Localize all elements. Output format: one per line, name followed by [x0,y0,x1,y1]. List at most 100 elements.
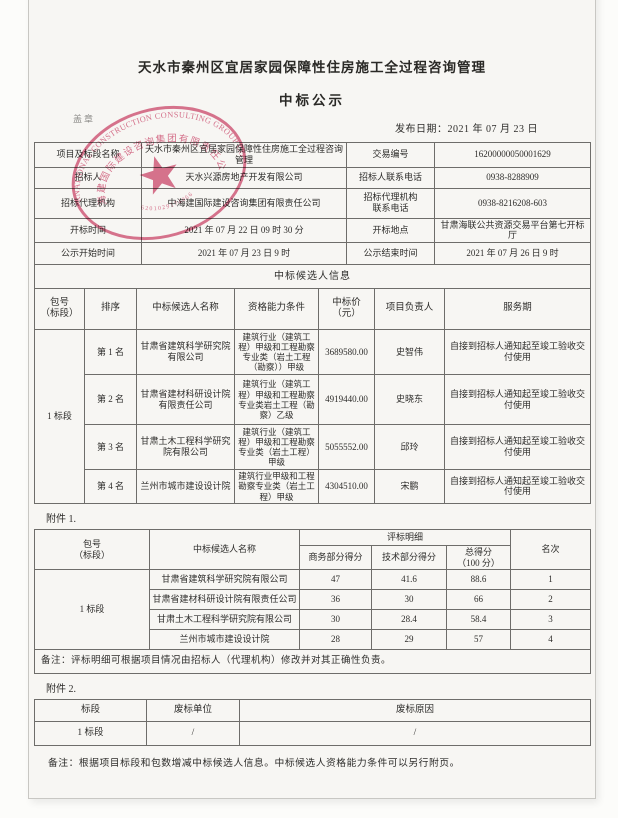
column-header: 中标候选人名称 [136,288,235,331]
manager-cell: 宋鹏 [374,469,445,504]
info-value: 甘肃海联公共资源交易平台第七开标厅 [434,217,591,244]
column-header: 评标明细 [299,528,511,546]
info-label: 招标代理机构 [34,187,142,219]
attachment1-note: 备注：评标明细可根据项目情况由招标人（代理机构）修改并对其正确性负责。 [34,649,591,675]
table-row: 招标人 天水兴源房地产开发有限公司 招标人联系电话 0938-8288909 [34,166,591,189]
package-cell: 1 标段 [34,569,150,651]
rank-cell: 第 3 名 [84,424,137,471]
column-header: 总得分 （100 分） [446,544,511,571]
section-cell: 1 标段 [34,721,147,747]
candidates-table: 中标候选人信息 包号 （标段） 排序 中标候选人名称 资格能力条件 中标价（元）… [33,264,592,504]
service-period-cell: 自接到招标人通知起至竣工验收交付使用 [443,424,592,471]
service-period-cell: 自接到招标人通知起至竣工验收交付使用 [443,374,592,426]
column-header: 包号 （标段） [34,288,85,331]
candidate-row: 第 3 名 甘肃土木工程科学研究院有限公司 建筑行业（建筑工程）甲级和工程勘察专… [35,424,592,471]
price-cell: 3689580.00 [318,329,375,376]
table-row: 开标时间 2021 年 07 月 22 日 09 时 30 分 开标地点 甘肃海… [34,217,591,244]
candidate-name-cell: 甘肃土木工程科学研究院有限公司 [149,609,300,631]
info-value: 2021 年 07 月 23 日 9 时 [141,242,347,266]
column-header: 中标价（元） [318,288,375,331]
service-period-cell: 自接到招标人通知起至竣工验收交付使用 [443,469,592,504]
rejected-reason-cell: / [239,721,591,747]
info-label: 开标时间 [34,217,142,244]
info-value: 0938-8288909 [434,166,591,189]
info-label: 公示开始时间 [34,242,142,266]
table-row: 项目及标段名称 天水市秦州区宜居家园保障性住房施工全过程咨询管理 交易编号 16… [34,142,591,168]
page-title: 天水市秦州区宜居家园保障性住房施工全过程咨询管理 [138,60,486,75]
total-score-cell: 66 [446,589,511,611]
project-info-table: 项目及标段名称 天水市秦州区宜居家园保障性住房施工全过程咨询管理 交易编号 16… [34,142,591,266]
candidate-name-cell: 甘肃土木工程科学研究院有限公司 [136,424,235,471]
score-row: 兰州市城市建设设计院 28 29 57 4 [35,629,591,651]
column-header: 排序 [84,288,137,331]
technical-score-cell: 41.6 [371,569,447,591]
rank-cell: 2 [510,589,591,611]
business-score-cell: 47 [299,569,372,591]
info-label: 交易编号 [346,142,435,168]
section-header-row: 中标候选人信息 [33,264,592,290]
column-header: 中标候选人名称 [149,528,300,571]
page-subtitle: 中标公示 [279,93,345,108]
qualification-cell: 建筑行业（建筑工程）甲级和工程勘察专业类岩土工程（勘察）乙级 [234,374,319,426]
info-value: 2021 年 07 月 22 日 09 时 30 分 [141,217,347,244]
candidate-row: 第 4 名 兰州市城市建设设计院 建筑行业甲级和工程勘察专业类（岩土工程）甲级 … [35,469,592,504]
technical-score-cell: 30 [371,589,447,611]
column-header-row: 标段 废标单位 废标原因 [34,699,591,723]
price-cell: 4304510.00 [318,469,375,504]
info-value: 天水市秦州区宜居家园保障性住房施工全过程咨询管理 [141,142,347,168]
table-row: 公示开始时间 2021 年 07 月 23 日 9 时 公示结束时间 2021 … [34,242,591,266]
manager-cell: 史智伟 [374,329,445,376]
rank-cell: 第 2 名 [84,374,137,426]
attachment2-label: 附件 2. [46,684,76,696]
info-label: 招标人 [34,166,142,189]
score-row: 1 标段 甘肃省建筑科学研究院有限公司 47 41.6 88.6 1 [34,569,591,651]
stamp-placeholder-text: 盖章 [73,114,96,124]
package-cell: 1 标段 [34,329,85,504]
qualification-cell: 建筑行业（建筑工程）甲级和工程勘察专业类（岩土工程）甲级 [234,424,319,471]
publish-date: 发布日期：2021 年 07 月 23 日 [395,124,538,135]
qualification-cell: 建筑行业（建筑工程）甲级和工程勘察专业类（岩土工程（勘察））甲级 [234,329,319,376]
rejected-bid-row: 1 标段 / / [34,721,591,747]
info-value: 0938-8216208-603 [434,187,591,219]
column-header: 标段 [34,699,147,723]
candidate-row: 1 标段 第 1 名 甘肃省建筑科学研究院有限公司 建筑行业（建筑工程）甲级和工… [34,329,592,504]
note-row: 备注：评标明细可根据项目情况由招标人（代理机构）修改并对其正确性负责。 [34,649,591,675]
business-score-cell: 28 [299,629,372,651]
total-score-cell: 88.6 [446,569,511,591]
rejected-bids-table: 标段 废标单位 废标原因 1 标段 / / [34,699,591,747]
business-score-cell: 36 [299,589,372,611]
column-header: 项目负责人 [374,288,445,331]
column-header: 服务期 [443,288,592,331]
column-header: 资格能力条件 [234,288,319,331]
technical-score-cell: 28.4 [371,609,447,631]
rank-cell: 第 4 名 [84,469,137,504]
rank-cell: 3 [510,609,591,631]
candidate-name-cell: 甘肃省建筑科学研究院有限公司 [136,329,235,376]
price-cell: 4919440.00 [318,374,375,426]
candidate-name-cell: 甘肃省建材科研设计院有限责任公司 [136,374,235,426]
column-header: 废标原因 [239,699,591,723]
info-value: 16200000050001629 [434,142,591,168]
attachment1-label: 附件 1. [46,513,76,525]
info-label: 招标代理机构 联系电话 [346,187,435,219]
score-row: 甘肃省建材科研设计院有限责任公司 36 30 66 2 [35,589,591,611]
info-label: 招标人联系电话 [346,166,435,189]
scanned-document-page: 天水市秦州区宜居家园保障性住房施工全过程咨询管理 中标公示 发布日期：2021 … [28,0,596,799]
technical-score-cell: 29 [371,629,447,651]
column-header: 废标单位 [146,699,240,723]
total-score-cell: 57 [446,629,511,651]
info-value: 中海建国际建设咨询集团有限责任公司 [141,187,347,219]
candidate-name-cell: 兰州市城市建设设计院 [149,629,300,651]
document-content: 天水市秦州区宜居家园保障性住房施工全过程咨询管理 中标公示 发布日期：2021 … [33,0,592,770]
column-header: 包号 （标段） [34,528,150,571]
candidate-name-cell: 甘肃省建材科研设计院有限责任公司 [149,589,300,611]
candidate-row: 第 2 名 甘肃省建材科研设计院有限责任公司 建筑行业（建筑工程）甲级和工程勘察… [35,374,592,426]
manager-cell: 史晓东 [374,374,445,426]
info-label: 开标地点 [346,217,435,244]
rejected-unit-cell: / [146,721,240,747]
document-footnote: 备注：根据项目标段和包数增减中标候选人信息。中标候选人资格能力条件可以另行附页。 [48,758,460,770]
column-header: 商务部分得分 [299,544,372,571]
info-value: 2021 年 07 月 26 日 9 时 [434,242,591,266]
qualification-cell: 建筑行业甲级和工程勘察专业类（岩土工程）甲级 [234,469,319,504]
candidate-name-cell: 兰州市城市建设设计院 [136,469,235,504]
